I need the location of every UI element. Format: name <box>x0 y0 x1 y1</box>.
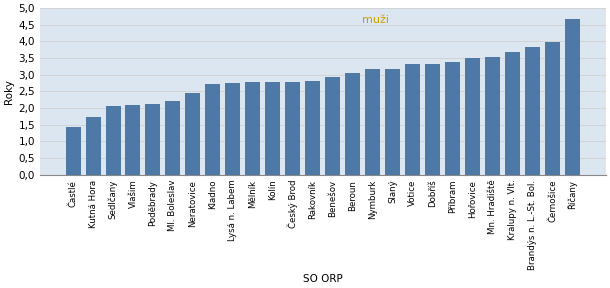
Bar <box>285 82 300 175</box>
Bar <box>65 127 81 175</box>
Bar <box>365 69 380 175</box>
Bar <box>445 62 460 175</box>
Bar <box>425 64 440 175</box>
Bar <box>165 101 181 175</box>
Bar <box>525 48 540 175</box>
Bar <box>85 118 101 175</box>
Bar <box>386 69 400 175</box>
Bar <box>485 57 500 175</box>
Bar <box>306 82 320 175</box>
Bar <box>325 77 340 175</box>
Bar <box>565 19 580 175</box>
Bar <box>226 83 240 175</box>
Bar <box>265 82 281 175</box>
Bar <box>106 106 121 175</box>
Bar <box>465 58 480 175</box>
Bar <box>206 84 220 175</box>
Bar <box>505 52 520 175</box>
Bar <box>145 104 160 175</box>
Bar <box>245 82 260 175</box>
Y-axis label: Roky: Roky <box>4 79 14 104</box>
Bar <box>345 73 361 175</box>
Text: muži: muži <box>362 15 389 25</box>
Bar <box>405 65 420 175</box>
Bar <box>126 105 140 175</box>
Bar <box>545 42 560 175</box>
X-axis label: SO ORP: SO ORP <box>303 274 343 284</box>
Bar <box>185 94 201 175</box>
